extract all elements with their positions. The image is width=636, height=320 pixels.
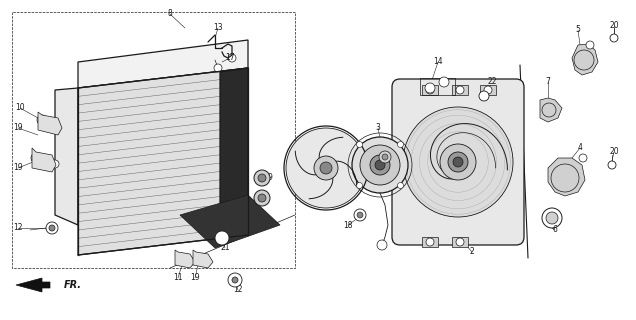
Circle shape (254, 170, 270, 186)
Text: 16: 16 (353, 143, 363, 153)
Circle shape (215, 231, 229, 245)
Circle shape (258, 174, 266, 182)
Polygon shape (548, 158, 585, 196)
Text: 1: 1 (313, 135, 317, 145)
Circle shape (448, 152, 468, 172)
Polygon shape (180, 195, 280, 248)
Circle shape (379, 151, 391, 163)
Circle shape (370, 155, 390, 175)
Polygon shape (480, 85, 496, 95)
Text: 4: 4 (577, 143, 583, 153)
Polygon shape (32, 148, 56, 172)
Circle shape (375, 160, 385, 170)
Circle shape (352, 137, 408, 193)
Text: 22: 22 (487, 77, 497, 86)
Polygon shape (422, 85, 438, 95)
Circle shape (357, 141, 363, 148)
Polygon shape (78, 40, 248, 88)
Circle shape (425, 83, 435, 93)
Circle shape (456, 238, 464, 246)
Circle shape (398, 141, 403, 148)
Text: 13: 13 (213, 23, 223, 33)
Circle shape (286, 128, 366, 208)
Text: 6: 6 (553, 226, 557, 235)
Text: 5: 5 (576, 26, 581, 35)
Circle shape (439, 77, 449, 87)
Circle shape (377, 240, 387, 250)
Polygon shape (220, 68, 248, 239)
Circle shape (360, 145, 400, 185)
Text: 20: 20 (609, 20, 619, 29)
Circle shape (586, 41, 594, 49)
Text: 7: 7 (546, 77, 550, 86)
Circle shape (456, 86, 464, 94)
Circle shape (479, 91, 489, 101)
Polygon shape (193, 250, 213, 268)
Circle shape (440, 144, 476, 180)
Text: 18: 18 (343, 220, 353, 229)
Circle shape (398, 182, 403, 188)
Polygon shape (16, 278, 50, 292)
Circle shape (37, 115, 47, 125)
Circle shape (608, 161, 616, 169)
Circle shape (214, 64, 222, 72)
FancyBboxPatch shape (392, 79, 524, 245)
Text: 21: 21 (220, 244, 230, 252)
Text: 19: 19 (13, 164, 23, 172)
Circle shape (320, 162, 332, 174)
Circle shape (46, 222, 58, 234)
Circle shape (232, 277, 238, 283)
Circle shape (357, 212, 363, 218)
Text: 10: 10 (15, 103, 25, 113)
Circle shape (546, 212, 558, 224)
Text: 19: 19 (190, 274, 200, 283)
Polygon shape (422, 237, 438, 247)
Polygon shape (175, 250, 195, 268)
Text: 12: 12 (13, 223, 23, 233)
Circle shape (254, 190, 270, 206)
Circle shape (49, 225, 55, 231)
Text: 11: 11 (173, 274, 183, 283)
Circle shape (258, 194, 266, 202)
Polygon shape (572, 44, 598, 75)
Circle shape (31, 153, 41, 163)
Polygon shape (452, 237, 468, 247)
Circle shape (453, 157, 463, 167)
Polygon shape (55, 88, 78, 225)
Text: 2: 2 (469, 247, 474, 257)
Circle shape (426, 86, 434, 94)
Text: 3: 3 (376, 124, 380, 132)
Text: 17: 17 (225, 53, 235, 62)
Text: 19: 19 (13, 124, 23, 132)
Text: 14: 14 (433, 58, 443, 67)
Circle shape (228, 54, 236, 62)
Circle shape (484, 86, 492, 94)
Text: 20: 20 (609, 148, 619, 156)
Circle shape (610, 34, 618, 42)
Circle shape (426, 238, 434, 246)
Text: 12: 12 (233, 285, 243, 294)
Circle shape (579, 154, 587, 162)
Circle shape (403, 107, 513, 217)
Circle shape (228, 273, 242, 287)
Circle shape (314, 156, 338, 180)
Text: FR.: FR. (64, 280, 82, 290)
Text: 8: 8 (168, 10, 172, 19)
Polygon shape (540, 98, 562, 122)
Circle shape (382, 154, 388, 160)
Polygon shape (78, 68, 248, 255)
Circle shape (357, 182, 363, 188)
Text: 9: 9 (268, 173, 272, 182)
Polygon shape (452, 85, 468, 95)
Circle shape (51, 160, 59, 168)
Polygon shape (38, 112, 62, 135)
Text: 15: 15 (295, 150, 305, 159)
Circle shape (354, 209, 366, 221)
